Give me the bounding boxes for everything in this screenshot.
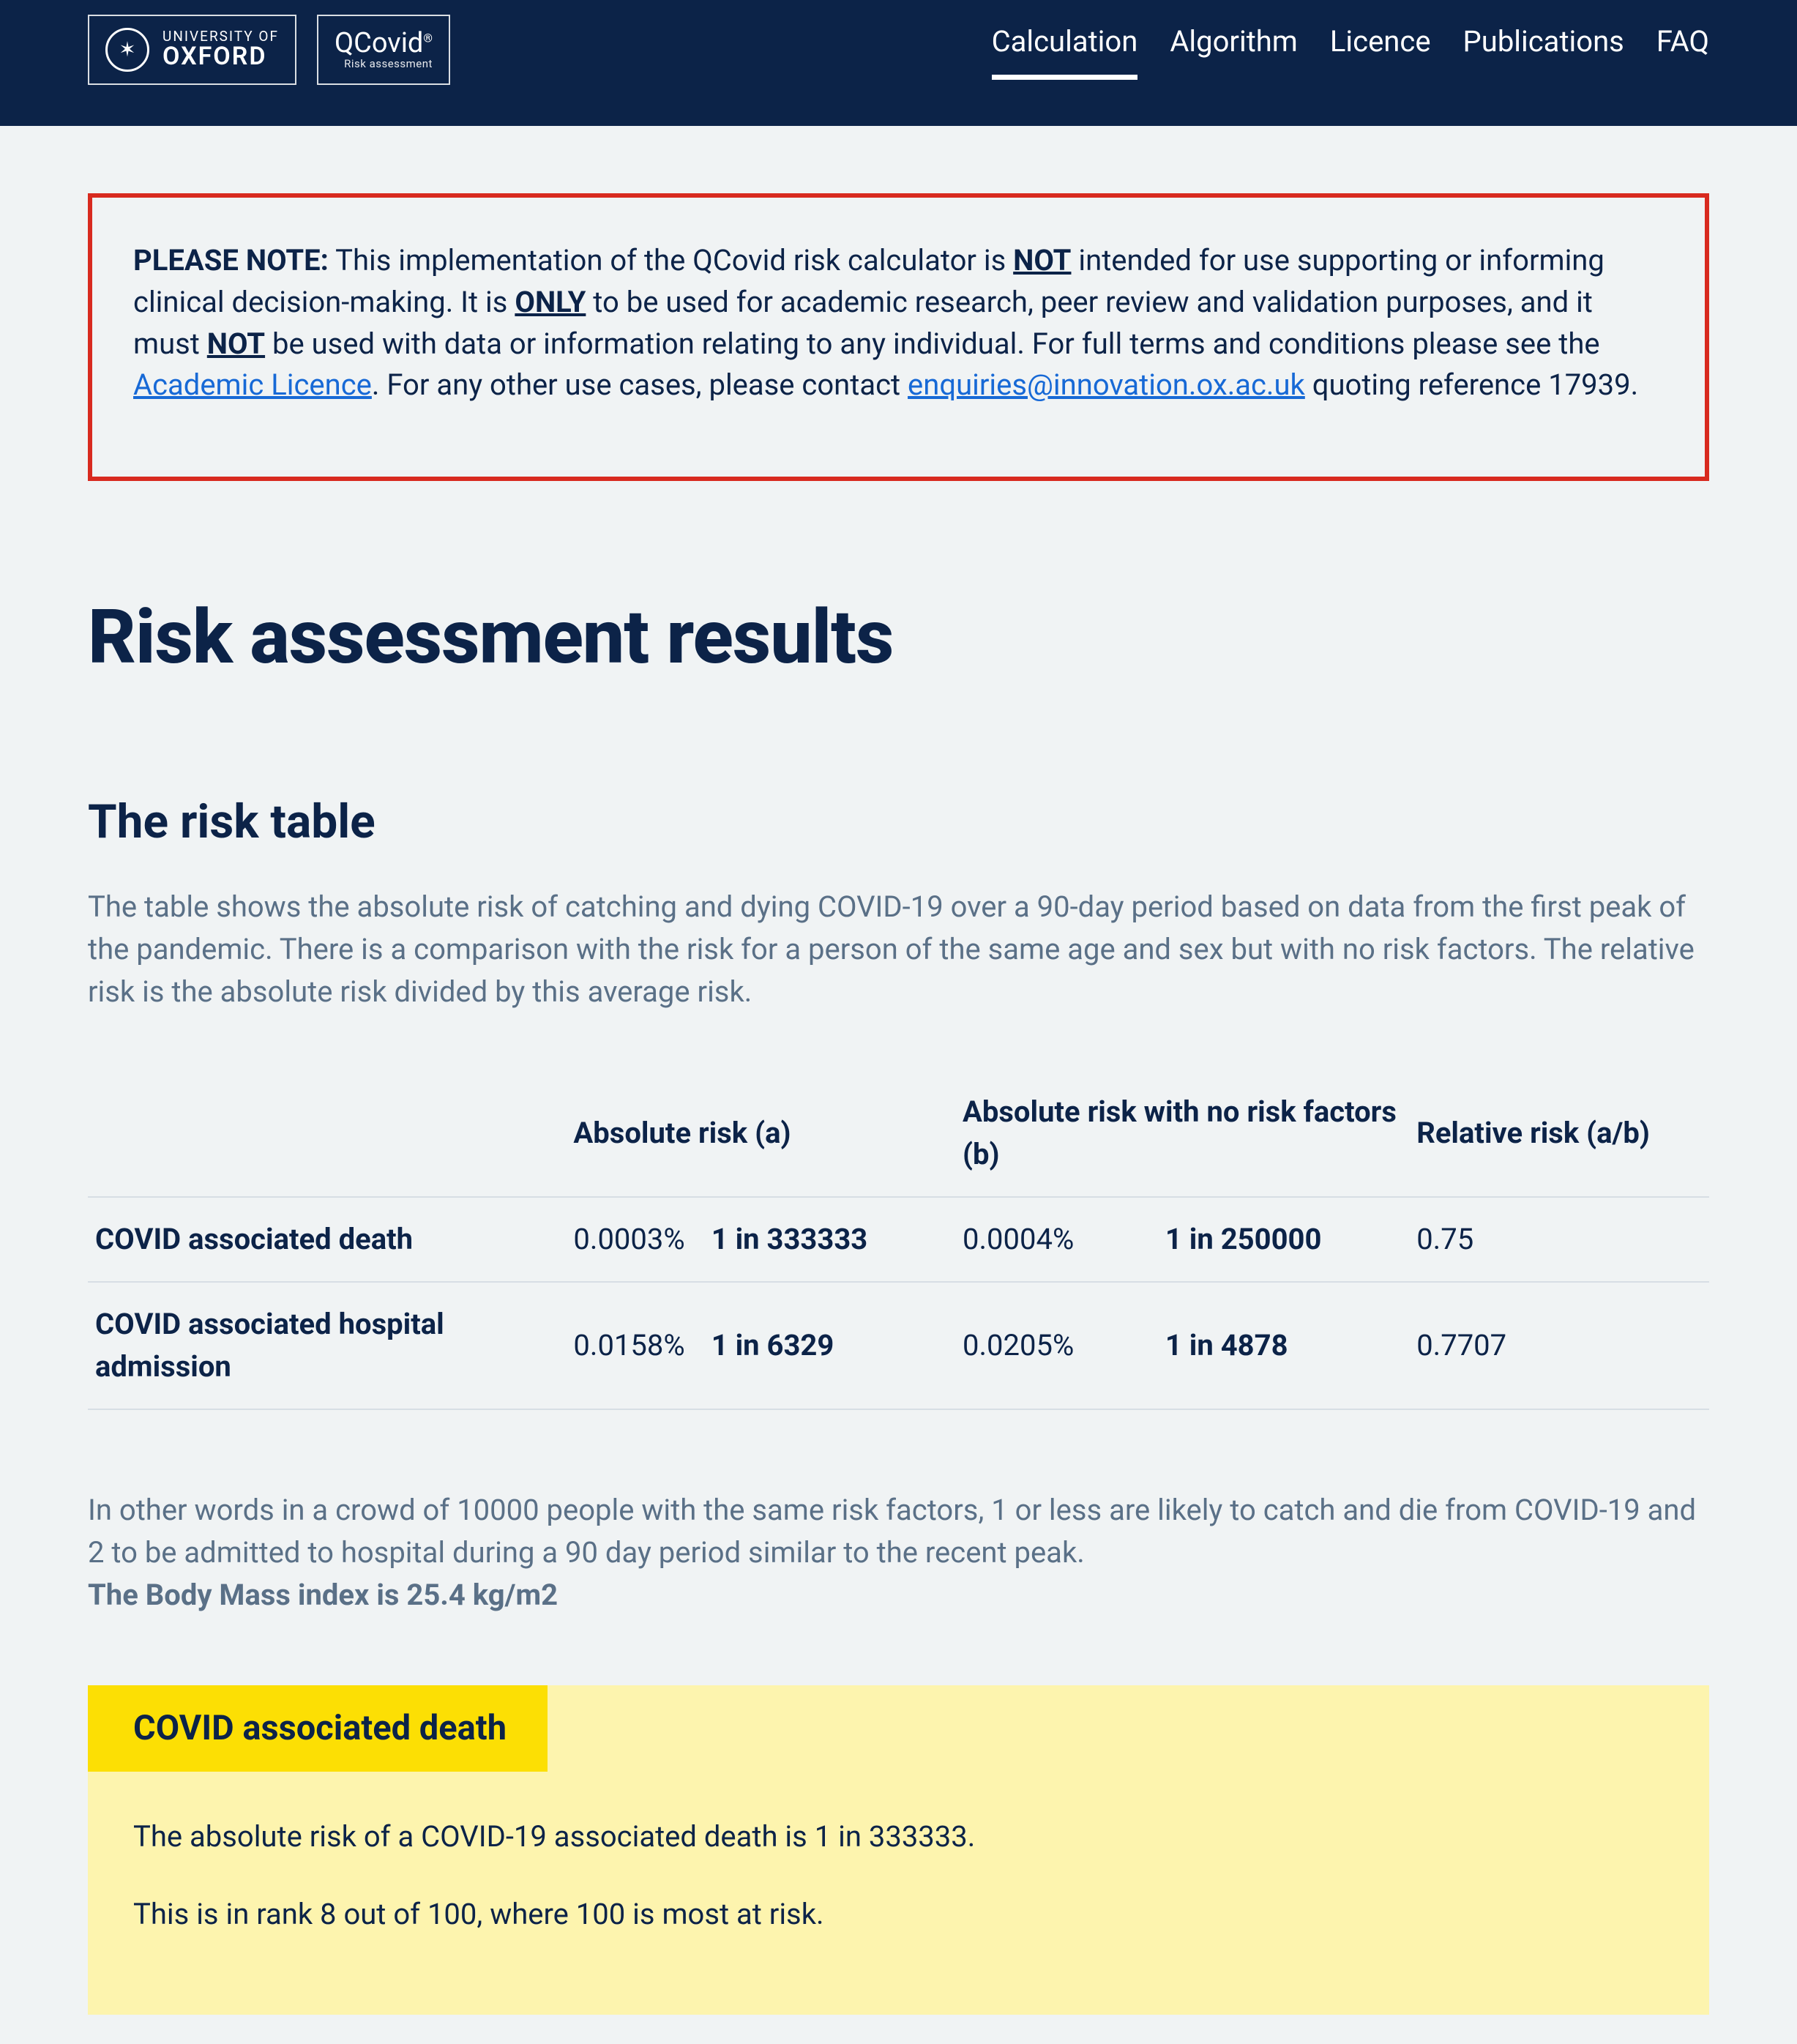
highlight-rank: This is in rank 8 out of 100, where 100 … (133, 1893, 1664, 1936)
notice-text5: . For any other use cases, please contac… (372, 368, 908, 402)
main-content: PLEASE NOTE: This implementation of the … (0, 126, 1797, 2044)
oxford-logo[interactable]: ✶ UNIVERSITY OF OXFORD (88, 15, 296, 85)
table-row: COVID associated death 0.0003% 1 in 3333… (88, 1197, 1709, 1282)
risk-table-heading: The risk table (88, 788, 1709, 857)
col-absolute-risk-nrf: Absolute risk with no risk factors (b) (955, 1070, 1409, 1197)
death-highlight-box: COVID associated death The absolute risk… (88, 1685, 1709, 2015)
primary-nav: Calculation Algorithm Licence Publicatio… (992, 20, 1709, 80)
nav-licence[interactable]: Licence (1330, 20, 1431, 75)
col-relative-risk: Relative risk (a/b) (1409, 1070, 1709, 1197)
qcovid-brand: QCovid® (335, 29, 433, 59)
highlight-tab: COVID associated death (88, 1685, 548, 1772)
row-abs-pct: 0.0003% (566, 1197, 703, 1282)
nav-algorithm[interactable]: Algorithm (1170, 20, 1298, 75)
nav-faq[interactable]: FAQ (1656, 20, 1709, 75)
highlight-absolute-risk: The absolute risk of a COVID-19 associat… (133, 1816, 1664, 1858)
qcovid-logo[interactable]: QCovid® Risk assessment (317, 15, 450, 85)
row-label: COVID associated hospital admission (88, 1282, 566, 1409)
col-blank (88, 1070, 566, 1197)
notice-text6: quoting reference 17939. (1305, 368, 1638, 402)
notice-only: ONLY (515, 285, 586, 319)
usage-notice: PLEASE NOTE: This implementation of the … (88, 193, 1709, 481)
top-navbar: ✶ UNIVERSITY OF OXFORD QCovid® Risk asse… (0, 0, 1797, 126)
notice-text1: This implementation of the QCovid risk c… (329, 243, 1013, 277)
risk-table-intro: The table shows the absolute risk of cat… (88, 886, 1709, 1013)
logo-group: ✶ UNIVERSITY OF OXFORD QCovid® Risk asse… (88, 15, 450, 85)
notice-not2: NOT (207, 327, 265, 361)
risk-table: Absolute risk (a) Absolute risk with no … (88, 1070, 1709, 1410)
explain-text: In other words in a crowd of 10000 peopl… (88, 1493, 1696, 1570)
notice-not1: NOT (1013, 243, 1071, 277)
qcovid-sub: Risk assessment (344, 59, 433, 70)
row-nrf-pct: 0.0205% (955, 1282, 1158, 1409)
bmi-line: The Body Mass index is 25.4 kg/m2 (88, 1574, 1709, 1616)
enquiries-email-link[interactable]: enquiries@innovation.ox.ac.uk (908, 368, 1305, 402)
table-header-row: Absolute risk (a) Absolute risk with no … (88, 1070, 1709, 1197)
row-nrf-in: 1 in 4878 (1158, 1282, 1409, 1409)
nav-publications[interactable]: Publications (1463, 20, 1624, 75)
notice-text4: be used with data or information relatin… (265, 327, 1600, 361)
row-nrf-in: 1 in 250000 (1158, 1197, 1409, 1282)
table-row: COVID associated hospital admission 0.01… (88, 1282, 1709, 1409)
notice-lead: PLEASE NOTE: (133, 243, 329, 277)
row-abs-pct: 0.0158% (566, 1282, 703, 1409)
oxford-crest-icon: ✶ (105, 28, 149, 72)
highlight-body: The absolute risk of a COVID-19 associat… (88, 1772, 1709, 1936)
nav-calculation[interactable]: Calculation (992, 20, 1138, 80)
row-abs-in: 1 in 333333 (704, 1197, 955, 1282)
oxford-logo-text: UNIVERSITY OF OXFORD (162, 29, 279, 70)
col-absolute-risk: Absolute risk (a) (566, 1070, 955, 1197)
oxford-line2: OXFORD (162, 44, 279, 70)
risk-explanation: In other words in a crowd of 10000 peopl… (88, 1489, 1709, 1616)
page-title: Risk assessment results (88, 583, 1709, 692)
row-nrf-pct: 0.0004% (955, 1197, 1158, 1282)
row-rel: 0.7707 (1409, 1282, 1709, 1409)
row-abs-in: 1 in 6329 (704, 1282, 955, 1409)
qcovid-logo-text: QCovid® Risk assessment (335, 29, 433, 70)
academic-licence-link[interactable]: Academic Licence (133, 368, 372, 402)
row-label: COVID associated death (88, 1197, 566, 1282)
row-rel: 0.75 (1409, 1197, 1709, 1282)
